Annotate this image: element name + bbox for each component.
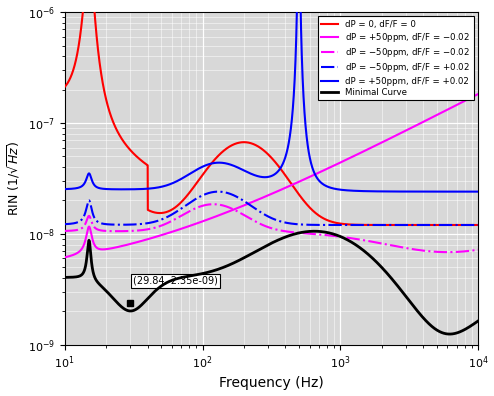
Minimal Curve: [310, 229, 316, 234]
Line: dP = +50ppm, dF/F = +0.02: dP = +50ppm, dF/F = +0.02: [65, 0, 478, 192]
dP = +50ppm, dF/F = +0.02: [62, 187, 68, 192]
dP = $-$50ppm, dF/F = $-$0.02: [330, 234, 336, 238]
dP = $-$50ppm, dF/F = +0.02: [215, 189, 221, 194]
dP = 0, dF/F = 0: [402, 223, 408, 227]
dP = $-$50ppm, dF/F = +0.02: [370, 223, 376, 227]
dP = +50ppm, dF/F = $-$0.02: [220, 211, 226, 216]
dP = +50ppm, dF/F = $-$0.02: [330, 164, 336, 168]
dP = 0, dF/F = 0: [220, 149, 226, 154]
dP = 0, dF/F = 0: [330, 220, 336, 225]
Line: dP = 0, dF/F = 0: dP = 0, dF/F = 0: [65, 0, 478, 225]
dP = $-$50ppm, dF/F = $-$0.02: [62, 228, 68, 233]
dP = +50ppm, dF/F = $-$0.02: [62, 255, 68, 260]
Line: Minimal Curve: Minimal Curve: [65, 231, 478, 334]
dP = +50ppm, dF/F = +0.02: [475, 189, 481, 194]
dP = $-$50ppm, dF/F = +0.02: [62, 222, 68, 227]
dP = $-$50ppm, dF/F = +0.02: [402, 223, 408, 227]
dP = $-$50ppm, dF/F = $-$0.02: [402, 246, 408, 250]
dP = $-$50ppm, dF/F = $-$0.02: [475, 248, 481, 252]
dP = +50ppm, dF/F = +0.02: [330, 186, 336, 191]
dP = +50ppm, dF/F = +0.02: [220, 160, 226, 165]
dP = +50ppm, dF/F = $-$0.02: [137, 239, 143, 244]
dP = +50ppm, dF/F = +0.02: [137, 187, 143, 192]
dP = 0, dF/F = 0: [370, 223, 376, 227]
dP = $-$50ppm, dF/F = +0.02: [137, 222, 143, 227]
Minimal Curve: [330, 232, 336, 236]
dP = $-$50ppm, dF/F = $-$0.02: [220, 203, 226, 208]
Minimal Curve: [62, 275, 68, 280]
Line: dP = $-$50ppm, dF/F = $-$0.02: dP = $-$50ppm, dF/F = $-$0.02: [65, 204, 478, 252]
dP = $-$50ppm, dF/F = +0.02: [220, 190, 226, 194]
dP = +50ppm, dF/F = $-$0.02: [370, 145, 376, 149]
Minimal Curve: [311, 229, 317, 234]
dP = 0, dF/F = 0: [475, 223, 481, 227]
Minimal Curve: [475, 319, 481, 324]
dP = $-$50ppm, dF/F = $-$0.02: [445, 250, 451, 255]
Minimal Curve: [402, 292, 408, 297]
dP = 0, dF/F = 0: [310, 208, 316, 213]
dP = $-$50ppm, dF/F = +0.02: [310, 223, 316, 227]
Y-axis label: RIN (1/$\sqrt{Hz}$): RIN (1/$\sqrt{Hz}$): [5, 141, 22, 216]
dP = 0, dF/F = 0: [137, 157, 143, 162]
dP = +50ppm, dF/F = +0.02: [370, 189, 376, 194]
dP = +50ppm, dF/F = +0.02: [310, 166, 316, 171]
Minimal Curve: [447, 332, 453, 337]
dP = +50ppm, dF/F = $-$0.02: [310, 173, 316, 178]
dP = $-$50ppm, dF/F = $-$0.02: [210, 202, 216, 207]
X-axis label: Frequency (Hz): Frequency (Hz): [219, 377, 324, 390]
Legend: dP = 0, dF/F = 0, dP = +50ppm, dF/F = $-$0.02, dP = $-$50ppm, dF/F = $-$0.02, dP: dP = 0, dF/F = 0, dP = +50ppm, dF/F = $-…: [318, 17, 474, 100]
Text: (29.84, 2.35e-09): (29.84, 2.35e-09): [133, 276, 218, 286]
Minimal Curve: [370, 257, 376, 261]
dP = +50ppm, dF/F = +0.02: [402, 189, 408, 194]
dP = $-$50ppm, dF/F = $-$0.02: [310, 232, 316, 236]
Line: dP = $-$50ppm, dF/F = +0.02: dP = $-$50ppm, dF/F = +0.02: [65, 192, 478, 225]
Line: dP = +50ppm, dF/F = $-$0.02: dP = +50ppm, dF/F = $-$0.02: [65, 94, 478, 257]
dP = $-$50ppm, dF/F = +0.02: [475, 223, 481, 227]
Minimal Curve: [137, 304, 143, 309]
dP = $-$50ppm, dF/F = $-$0.02: [137, 228, 143, 233]
dP = +50ppm, dF/F = $-$0.02: [402, 129, 408, 133]
dP = $-$50ppm, dF/F = +0.02: [330, 223, 336, 227]
dP = +50ppm, dF/F = $-$0.02: [475, 92, 481, 97]
dP = $-$50ppm, dF/F = $-$0.02: [370, 240, 376, 244]
Minimal Curve: [220, 265, 226, 270]
dP = 0, dF/F = 0: [62, 84, 68, 89]
